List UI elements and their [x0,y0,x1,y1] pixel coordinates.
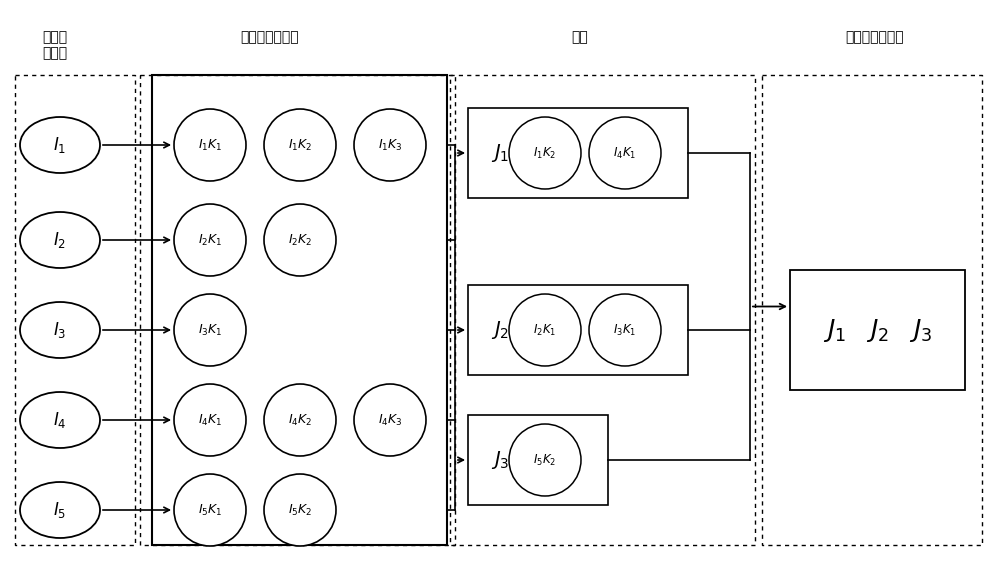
Bar [450,75,755,545]
Text: $I_1K_2$: $I_1K_2$ [288,138,312,153]
Ellipse shape [20,117,100,173]
Text: $I_3K_1$: $I_3K_1$ [613,323,637,337]
Ellipse shape [509,294,581,366]
Text: $I_1K_3$: $I_1K_3$ [378,138,402,153]
Ellipse shape [174,294,246,366]
Text: $J_2$: $J_2$ [491,319,509,341]
Bar [468,108,688,198]
Bar [152,75,447,545]
Ellipse shape [174,384,246,456]
Text: $I_2$: $I_2$ [53,230,67,250]
Text: $I_4K_1$: $I_4K_1$ [613,145,637,161]
Text: 待分配
的零件: 待分配 的零件 [42,30,68,60]
Ellipse shape [354,109,426,181]
Ellipse shape [20,302,100,358]
Text: $J_1$: $J_1$ [491,142,509,164]
Ellipse shape [509,117,581,189]
Text: $I_1$: $I_1$ [53,135,67,155]
Ellipse shape [174,474,246,546]
Ellipse shape [589,294,661,366]
Bar [762,75,982,545]
Bar [468,415,608,505]
Bar [140,75,455,545]
Text: $I_5$: $I_5$ [53,500,67,520]
Bar [468,285,688,375]
Text: 作业: 作业 [572,30,588,44]
Text: $I_3$: $I_3$ [53,320,67,340]
Ellipse shape [354,384,426,456]
Ellipse shape [20,212,100,268]
Ellipse shape [264,109,336,181]
Bar [15,75,135,545]
Text: 作业的加工顺序: 作业的加工顺序 [846,30,904,44]
Text: $I_2K_1$: $I_2K_1$ [198,233,222,247]
Ellipse shape [20,482,100,538]
Ellipse shape [589,117,661,189]
Text: 备选的构建方向: 备选的构建方向 [241,30,299,44]
Bar [790,270,965,390]
Text: $J_3$: $J_3$ [491,449,509,471]
Text: $I_2K_2$: $I_2K_2$ [288,233,312,247]
Ellipse shape [174,109,246,181]
Ellipse shape [509,424,581,496]
Text: $I_1K_2$: $I_1K_2$ [533,145,557,161]
Text: $I_4K_3$: $I_4K_3$ [378,413,402,427]
Text: $I_3K_1$: $I_3K_1$ [198,323,222,337]
Ellipse shape [264,384,336,456]
Text: $I_1K_1$: $I_1K_1$ [198,138,222,153]
Text: $I_4K_1$: $I_4K_1$ [198,413,222,427]
Ellipse shape [264,474,336,546]
Ellipse shape [174,204,246,276]
Text: $I_5K_1$: $I_5K_1$ [198,503,222,517]
Ellipse shape [264,204,336,276]
Text: $I_4K_2$: $I_4K_2$ [288,413,312,427]
Ellipse shape [20,392,100,448]
Text: $J_1$   $J_2$   $J_3$: $J_1$ $J_2$ $J_3$ [823,316,932,344]
Text: $I_5K_2$: $I_5K_2$ [288,503,312,517]
Text: $I_4$: $I_4$ [53,410,67,430]
Text: $I_5K_2$: $I_5K_2$ [533,452,557,468]
Text: $I_2K_1$: $I_2K_1$ [533,323,557,337]
